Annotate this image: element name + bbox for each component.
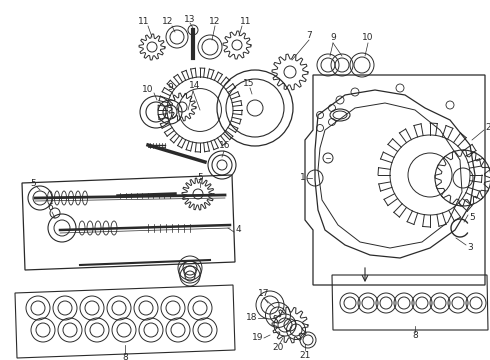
- Text: 10: 10: [362, 33, 374, 42]
- Text: 17: 17: [258, 288, 270, 297]
- Text: 9: 9: [330, 33, 336, 42]
- Ellipse shape: [111, 221, 117, 235]
- Ellipse shape: [69, 191, 74, 205]
- Text: 14: 14: [189, 81, 201, 90]
- Ellipse shape: [82, 191, 88, 205]
- Text: 9: 9: [167, 84, 173, 93]
- Ellipse shape: [54, 191, 59, 205]
- Text: 21: 21: [299, 351, 311, 360]
- Text: 11: 11: [240, 18, 252, 27]
- Text: 12: 12: [209, 18, 220, 27]
- Text: 18: 18: [246, 314, 258, 323]
- Text: 1: 1: [300, 174, 306, 183]
- Text: 13: 13: [184, 14, 196, 23]
- Text: 7: 7: [306, 31, 312, 40]
- Ellipse shape: [75, 191, 80, 205]
- Text: 12: 12: [162, 18, 173, 27]
- Text: 5: 5: [30, 179, 36, 188]
- Text: 11: 11: [138, 18, 150, 27]
- Text: 5: 5: [469, 213, 475, 222]
- Ellipse shape: [95, 221, 101, 235]
- Ellipse shape: [48, 191, 52, 205]
- Ellipse shape: [79, 221, 85, 235]
- Ellipse shape: [87, 221, 93, 235]
- Text: 20: 20: [272, 343, 284, 352]
- Text: 4: 4: [235, 225, 241, 234]
- Text: 19: 19: [252, 333, 264, 342]
- Ellipse shape: [103, 221, 109, 235]
- Text: 2: 2: [485, 123, 490, 132]
- Text: 15: 15: [243, 78, 255, 87]
- Text: 5: 5: [197, 174, 203, 183]
- Text: 16: 16: [219, 140, 231, 149]
- Text: 6: 6: [47, 203, 53, 212]
- Text: 10: 10: [142, 85, 154, 94]
- Ellipse shape: [62, 191, 67, 205]
- Text: 3: 3: [467, 243, 473, 252]
- Text: 8: 8: [122, 354, 128, 360]
- Text: 8: 8: [412, 332, 418, 341]
